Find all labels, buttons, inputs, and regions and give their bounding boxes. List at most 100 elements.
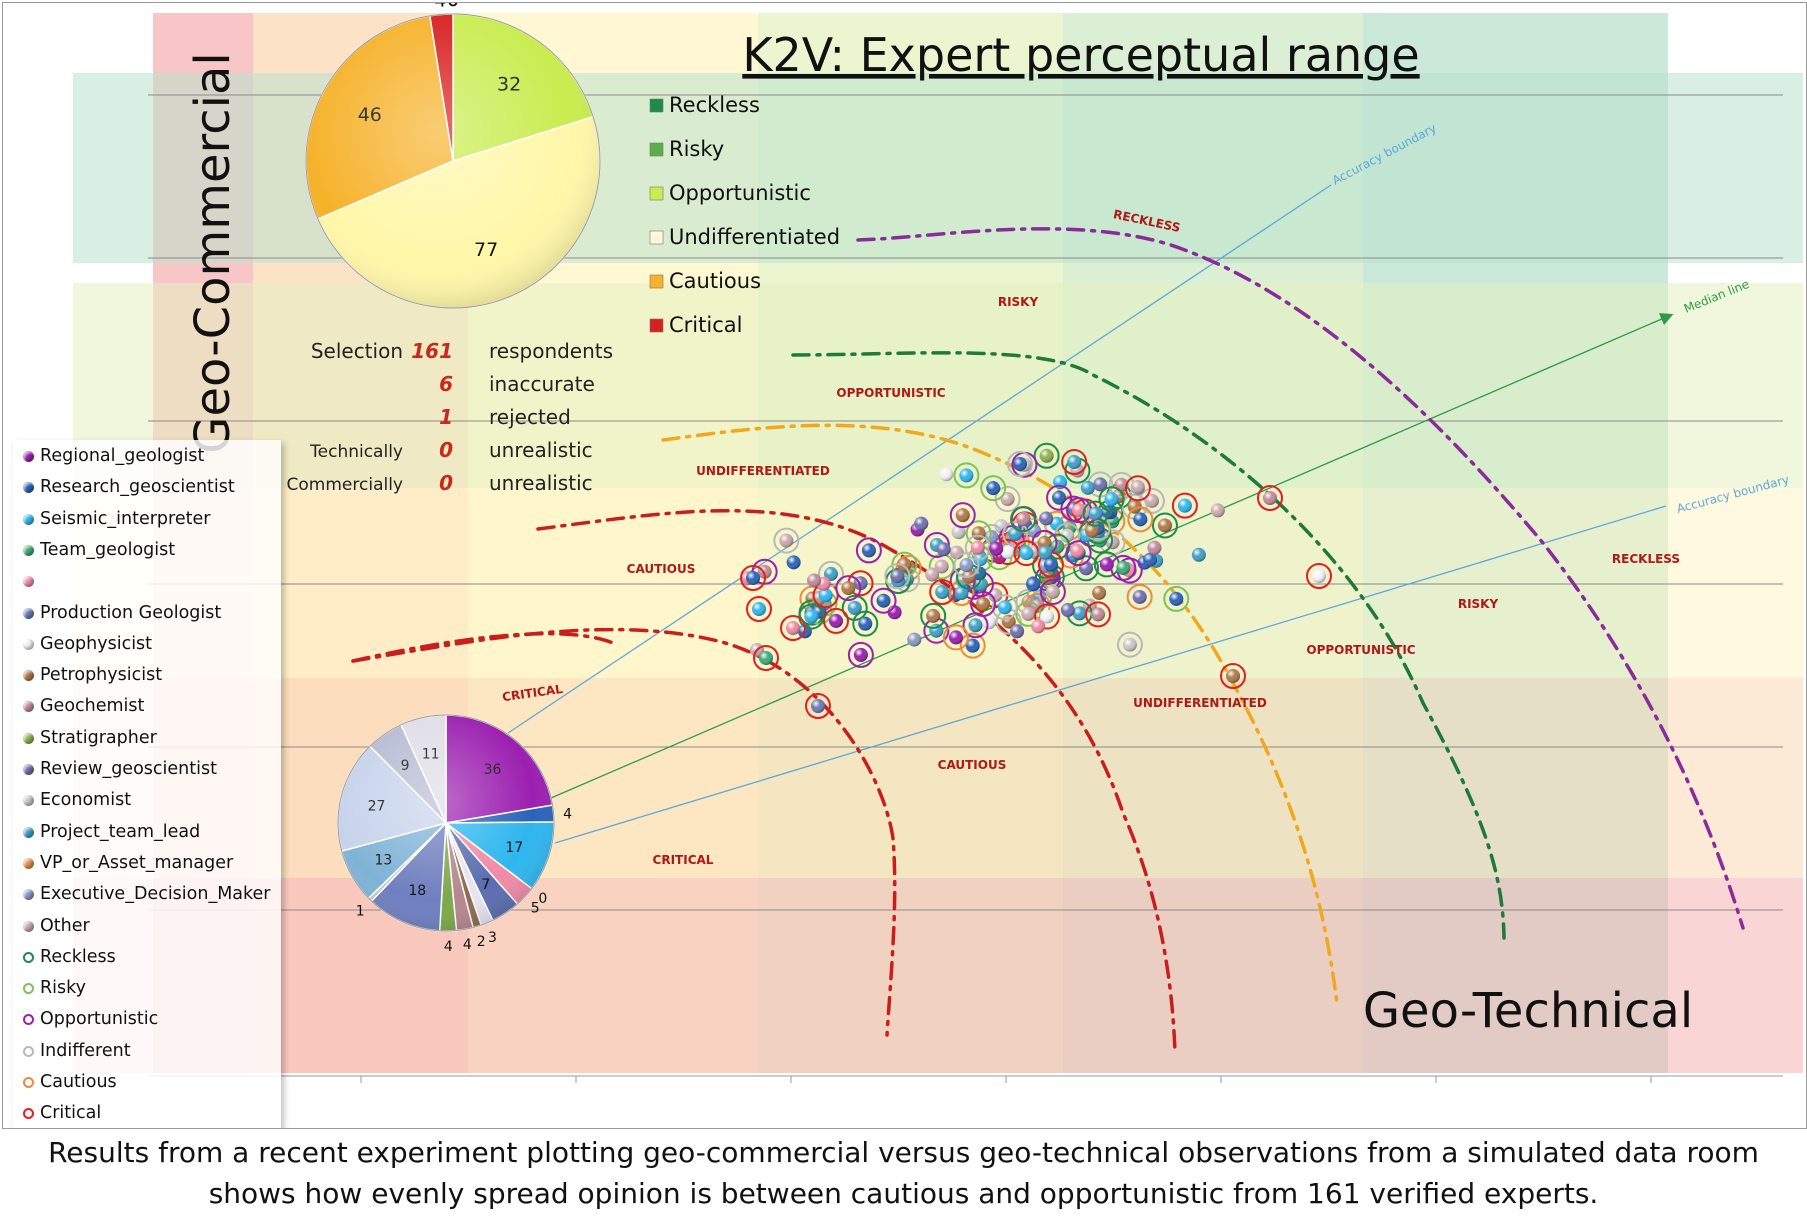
band-row-3 <box>73 678 1803 878</box>
role-legend-label: Research_geoscientist <box>40 477 235 498</box>
role-legend-label: VP_or_Asset_manager <box>40 852 234 873</box>
category-ring-icon <box>23 1108 34 1120</box>
boundary-curve-5 <box>856 227 1745 930</box>
role-legend-label: Indifferent <box>40 1040 131 1061</box>
selection-value-0: 161 <box>411 339 453 363</box>
band-row-2 <box>73 488 1803 678</box>
zone-label-opportunistic: OPPORTUNISTIC <box>836 386 945 400</box>
data-point-131 <box>884 563 911 590</box>
category-legend: Reckless Risky Opportunistic Undifferentiat… <box>649 93 840 337</box>
category-ring-icon <box>23 1014 34 1026</box>
role-legend-item-12: Project_team_lead <box>23 822 200 842</box>
data-point-60 <box>1007 450 1034 477</box>
data-point-29 <box>1171 492 1198 519</box>
role-legend-item-3: Team_geologist <box>23 540 175 560</box>
data-point-36 <box>980 475 1007 502</box>
data-point-136 <box>855 537 882 564</box>
data-point-118 <box>773 527 800 554</box>
boundary-curve-2 <box>351 631 615 663</box>
data-point-70 <box>925 567 940 582</box>
selection-text-2: rejected <box>489 405 571 429</box>
role-legend-item-7: Petrophysicist <box>23 665 162 685</box>
data-point-162 <box>746 596 772 622</box>
selection-summary: Selection 161 respondents 6 inaccurate 1 rejec… <box>287 339 614 495</box>
role-ball-icon <box>23 451 34 462</box>
data-point-156 <box>1143 552 1158 567</box>
chart-frame: Accuracy boundary Median line Accuracy bou… <box>2 2 1807 1129</box>
boundary-curve-3 <box>661 423 1339 1005</box>
role-pie-shade <box>338 715 554 931</box>
role-legend-label: Critical <box>40 1103 102 1124</box>
role-legend-item-11: Economist <box>23 790 131 810</box>
data-point-101 <box>914 516 929 531</box>
data-point-22 <box>994 486 1021 513</box>
role-ball-icon <box>23 544 34 556</box>
role-ball-icon <box>23 670 34 682</box>
selection-value-2: 1 <box>439 405 453 429</box>
data-points <box>740 442 1332 719</box>
data-point-140 <box>1038 545 1053 560</box>
data-point-94 <box>949 545 964 560</box>
category-ring-icon <box>23 951 34 963</box>
data-point-115 <box>942 624 969 651</box>
selection-value-4: 0 <box>439 471 453 495</box>
role-legend-item-0: Regional_geologist <box>23 446 204 466</box>
data-point-113 <box>953 552 980 579</box>
ref-line-0 <box>507 184 1332 734</box>
band-row-1 <box>73 283 1803 488</box>
data-point-104 <box>948 580 975 607</box>
category-ring-icon <box>23 1045 34 1057</box>
category-legend-swatch-0 <box>649 98 664 113</box>
data-point-112 <box>786 555 801 570</box>
role-legend-item-2: Seismic_interpreter <box>23 509 210 529</box>
data-point-114 <box>920 602 947 629</box>
selection-label-4: Commercially <box>287 475 403 495</box>
data-point-150 <box>1130 479 1145 494</box>
selection-label-0: Selection <box>311 339 403 363</box>
data-point-88 <box>1026 577 1041 592</box>
data-point-85 <box>847 641 874 668</box>
category-ring-icon <box>23 1077 34 1088</box>
data-point-110 <box>1010 624 1025 639</box>
role-legend-label: Executive_Decision_Maker <box>40 884 271 905</box>
data-point-132 <box>870 587 897 614</box>
zone-label-undifferentiated: UNDIFFERENTIATED <box>1133 696 1267 710</box>
data-point-14 <box>1033 442 1060 469</box>
selection-value-3: 0 <box>439 438 453 462</box>
zone-label-cautious: CAUTIOUS <box>938 758 1007 772</box>
role-ball-icon <box>23 764 34 775</box>
role-legend-item-13: VP_or_Asset_manager <box>23 853 233 873</box>
role-legend-label: Team_geologist <box>40 539 176 560</box>
data-point-116 <box>929 579 956 606</box>
data-point-99 <box>989 541 1004 556</box>
data-point-165 <box>805 693 831 719</box>
role-legend-item-10: Review_geoscientist <box>23 759 217 779</box>
role-legend-item-15: Other <box>23 916 90 936</box>
role-legend-item-5: Production Geologist <box>23 603 221 623</box>
role-slice-label-7: 2 <box>477 934 486 950</box>
role-slice-label-3: 0 <box>538 891 547 907</box>
role-legend-label: Project_team_lead <box>40 821 201 842</box>
selection-text-1: inaccurate <box>489 372 595 396</box>
data-point-155 <box>1110 554 1137 581</box>
role-slice-label-4: 5 <box>531 900 540 916</box>
role-legend-label: Other <box>40 915 90 936</box>
data-point-168 <box>1257 485 1283 511</box>
data-point-130 <box>891 551 918 578</box>
selection-text-0: respondents <box>489 339 613 363</box>
data-point-138 <box>970 590 997 617</box>
data-point-34 <box>1151 512 1178 539</box>
caption-line-2: shows how evenly spread opinion is betwe… <box>208 1177 1599 1210</box>
role-legend-item-16: Reckless <box>23 947 116 967</box>
role-legend-label: Geophysicist <box>40 633 153 654</box>
ref-line-1 <box>550 313 1674 799</box>
role-legend-label: Production Geologist <box>40 602 222 623</box>
role-slice-label-1: 4 <box>563 806 572 822</box>
data-point-164 <box>780 615 806 641</box>
zone-label-opportunistic: OPPORTUNISTIC <box>1306 643 1415 657</box>
data-point-157 <box>1147 540 1162 555</box>
role-legend-label: Risky <box>40 978 87 999</box>
category-legend-label-3: Undifferentiated <box>669 225 840 249</box>
data-point-134 <box>936 542 951 557</box>
boundary-curve-4 <box>791 351 1506 940</box>
